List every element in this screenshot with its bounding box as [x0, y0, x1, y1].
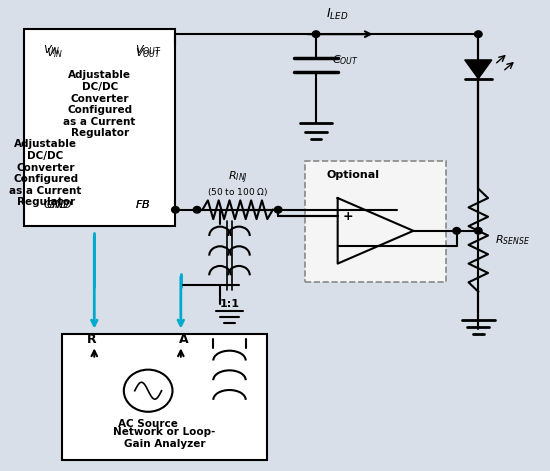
Circle shape	[172, 206, 179, 213]
Circle shape	[453, 227, 460, 234]
Text: $GND$: $GND$	[43, 198, 70, 210]
Text: (50 to 100 $\Omega$): (50 to 100 $\Omega$)	[207, 186, 268, 198]
Text: $C_{OUT}$: $C_{OUT}$	[332, 53, 359, 67]
Text: $GND$: $GND$	[46, 198, 73, 210]
Text: $V_{IN}$: $V_{IN}$	[46, 46, 63, 60]
Text: AC Source: AC Source	[118, 419, 178, 429]
Text: R: R	[87, 333, 96, 346]
Text: +: +	[343, 210, 354, 223]
Text: Adjustable
DC/DC
Converter
Configured
as a Current
Regulator: Adjustable DC/DC Converter Configured as…	[63, 70, 136, 138]
Text: Optional: Optional	[327, 170, 380, 180]
Text: $R_{SENSE}$: $R_{SENSE}$	[494, 233, 530, 247]
FancyBboxPatch shape	[62, 334, 267, 460]
Text: $FB$: $FB$	[135, 198, 150, 210]
Polygon shape	[465, 60, 492, 79]
Text: 1:1: 1:1	[219, 299, 239, 309]
Text: $R_{INJ}$: $R_{INJ}$	[228, 170, 248, 187]
Text: A: A	[179, 333, 188, 346]
FancyBboxPatch shape	[24, 30, 175, 226]
Text: $FB$: $FB$	[135, 198, 150, 210]
Text: $I_{LED}$: $I_{LED}$	[327, 8, 349, 23]
Circle shape	[475, 227, 482, 234]
Circle shape	[274, 206, 282, 213]
Text: $V_{OUT}$: $V_{OUT}$	[135, 46, 162, 60]
Text: −: −	[343, 239, 355, 252]
Circle shape	[312, 31, 320, 37]
FancyBboxPatch shape	[305, 161, 446, 282]
Text: Network or Loop-
Gain Analyzer: Network or Loop- Gain Analyzer	[113, 427, 216, 448]
Text: Adjustable
DC/DC
Converter
Configured
as a Current
Regulator: Adjustable DC/DC Converter Configured as…	[9, 139, 82, 207]
Circle shape	[475, 31, 482, 37]
Text: $V_{IN}$: $V_{IN}$	[43, 43, 60, 57]
Text: $V_{OUT}$: $V_{OUT}$	[135, 43, 162, 57]
Circle shape	[193, 206, 201, 213]
